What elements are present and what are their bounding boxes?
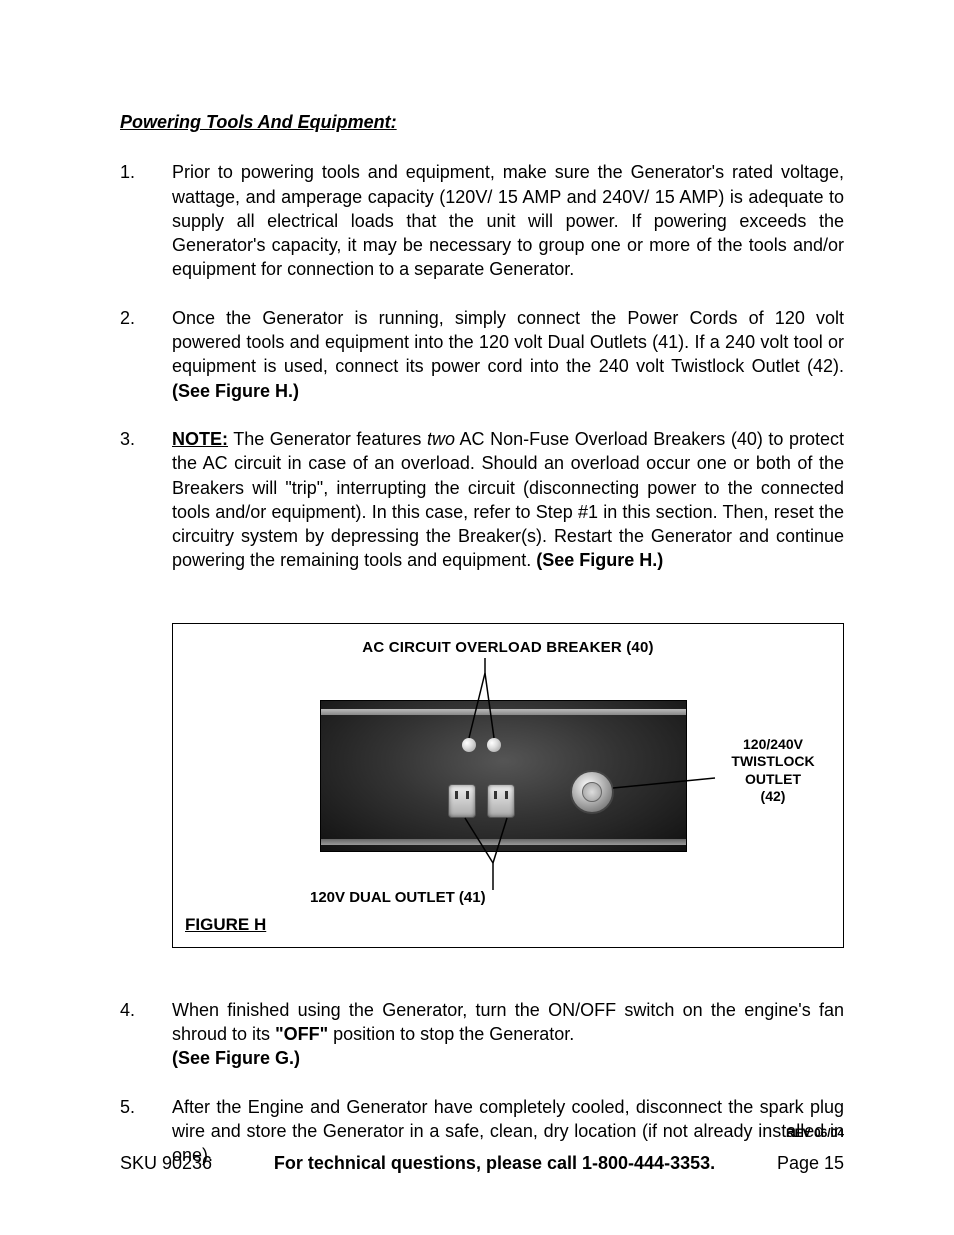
generator-panel: [320, 700, 687, 852]
page-footer: REV 06/04 SKU 90236 For technical questi…: [120, 1125, 844, 1175]
item-number: 4.: [120, 998, 172, 1071]
outlet-120v-icon: [487, 784, 515, 818]
breaker-button-icon: [462, 738, 476, 752]
list-item: 3. NOTE: The Generator features two AC N…: [120, 427, 844, 573]
bold-ref: (See Figure H.): [172, 381, 299, 401]
text: 120/240V: [743, 736, 803, 752]
outlet-120v-icon: [448, 784, 476, 818]
instruction-list: 1. Prior to powering tools and equipment…: [120, 160, 844, 1167]
sku-label: SKU 90236: [120, 1151, 212, 1175]
item-body: When finished using the Generator, turn …: [172, 998, 844, 1071]
note-label: NOTE:: [172, 429, 228, 449]
section-title: Powering Tools And Equipment:: [120, 110, 844, 134]
text: The Generator features: [228, 429, 427, 449]
text: position to stop the Generator.: [328, 1024, 574, 1044]
italic-word: two: [427, 429, 455, 449]
revision-date: REV 06/04: [120, 1125, 844, 1141]
item-body: NOTE: The Generator features two AC Non-…: [172, 427, 844, 573]
list-item: 1. Prior to powering tools and equipment…: [120, 160, 844, 281]
bold-ref: (See Figure H.): [536, 550, 663, 570]
item-number: 1.: [120, 160, 172, 281]
bold-word: "OFF": [275, 1024, 328, 1044]
text: OUTLET: [745, 771, 801, 787]
figure-box: AC CIRCUIT OVERLOAD BREAKER (40) 120/240…: [172, 623, 844, 948]
text: AC Non-Fuse Overload Breakers (40) to pr…: [172, 429, 844, 570]
item-number: 2.: [120, 306, 172, 403]
item-body: Prior to powering tools and equipment, m…: [172, 160, 844, 281]
item-number: 3.: [120, 427, 172, 573]
dual-outlet-label: 120V DUAL OUTLET (41): [310, 888, 486, 908]
twistlock-label: 120/240V TWISTLOCK OUTLET (42): [713, 736, 833, 806]
breaker-label: AC CIRCUIT OVERLOAD BREAKER (40): [185, 638, 831, 658]
figure-caption: FIGURE H: [185, 914, 831, 937]
tech-phone: For technical questions, please call 1-8…: [274, 1151, 715, 1175]
page-number: Page 15: [777, 1151, 844, 1175]
page: Powering Tools And Equipment: 1. Prior t…: [0, 0, 954, 1235]
breaker-button-icon: [487, 738, 501, 752]
item-body: Once the Generator is running, simply co…: [172, 306, 844, 403]
list-item: 4. When finished using the Generator, tu…: [120, 998, 844, 1071]
text: TWISTLOCK: [731, 753, 814, 769]
figure-inner: AC CIRCUIT OVERLOAD BREAKER (40) 120/240…: [185, 638, 831, 908]
list-item: 2. Once the Generator is running, simply…: [120, 306, 844, 403]
text: (42): [761, 788, 786, 804]
footer-line: SKU 90236 For technical questions, pleas…: [120, 1151, 844, 1175]
twistlock-outlet-icon: [570, 770, 614, 814]
bold-ref: (See Figure G.): [172, 1048, 300, 1068]
text: Once the Generator is running, simply co…: [172, 308, 844, 377]
